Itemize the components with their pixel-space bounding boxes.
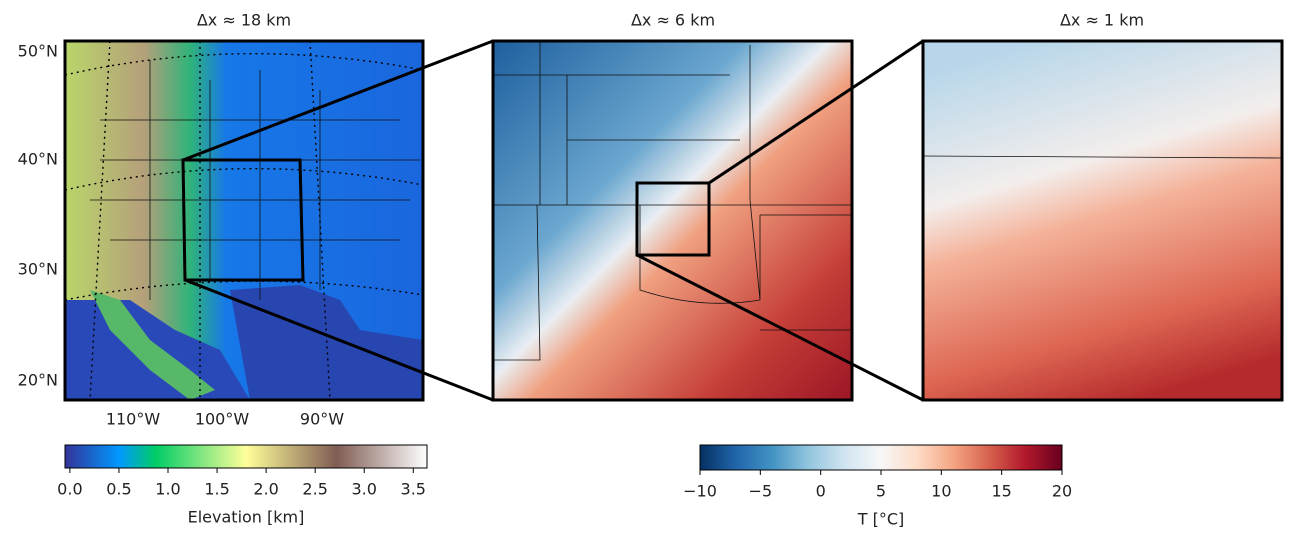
colorbar-tick-label: 0: [816, 482, 826, 501]
lat-label: 20°N: [18, 371, 58, 390]
temperature-field: [923, 41, 1282, 400]
zoom-connector: [636, 253, 924, 402]
colorbar-label: Elevation [km]: [188, 508, 305, 527]
zoom-connector: [184, 278, 494, 402]
lat-label: 40°N: [18, 150, 58, 169]
lat-label: 30°N: [18, 260, 58, 279]
colorbar-tick-label: 15: [991, 482, 1011, 501]
zoom-connector: [182, 39, 494, 162]
lon-label: 100°W: [195, 410, 250, 429]
colorbar-tick-label: 5: [876, 482, 886, 501]
panel-frame: [63, 39, 425, 402]
zoom-box: [635, 181, 711, 257]
elevation-map: [63, 39, 425, 402]
colorbar: [64, 444, 428, 469]
state-lines: [493, 41, 852, 361]
terrain-mexico: [90, 290, 215, 400]
colorbar-tick-label: 1.5: [204, 480, 229, 499]
state-line: [922, 155, 1283, 159]
zoom-connector: [708, 39, 924, 185]
panel-title: Δx ≈ 6 km: [631, 11, 715, 30]
temperature-field: [493, 41, 852, 400]
colorbar-label: T [°C]: [857, 510, 905, 529]
lon-label: 110°W: [106, 410, 161, 429]
panel-frame: [491, 39, 854, 402]
colorbar-tick-label: 1.0: [155, 480, 180, 499]
colorbar-tick-label: 3.0: [351, 480, 376, 499]
panel-title: Δx ≈ 18 km: [197, 11, 291, 30]
zoom-box: [181, 158, 305, 282]
colorbar-tick-label: 2.5: [302, 480, 327, 499]
panel-title: Δx ≈ 1 km: [1060, 11, 1144, 30]
colorbar-tick-label: 2.0: [253, 480, 278, 499]
temperature-map-1km: [921, 39, 1284, 402]
colorbar-tick-label: −10: [683, 482, 717, 501]
colorbar-tick-label: 0.5: [106, 480, 131, 499]
colorbar-tick-label: 0.0: [57, 480, 82, 499]
temperature-map-6km: [491, 39, 854, 402]
lat-label: 50°N: [18, 42, 58, 61]
colorbar-tick-label: 3.5: [401, 480, 426, 499]
panel-frame: [921, 39, 1284, 402]
colorbar-tick-label: −5: [749, 482, 773, 501]
colorbar-tick-label: 10: [931, 482, 951, 501]
colorbar-tick-label: 20: [1052, 482, 1072, 501]
colorbar: [699, 444, 1063, 471]
lon-label: 90°W: [300, 410, 344, 429]
